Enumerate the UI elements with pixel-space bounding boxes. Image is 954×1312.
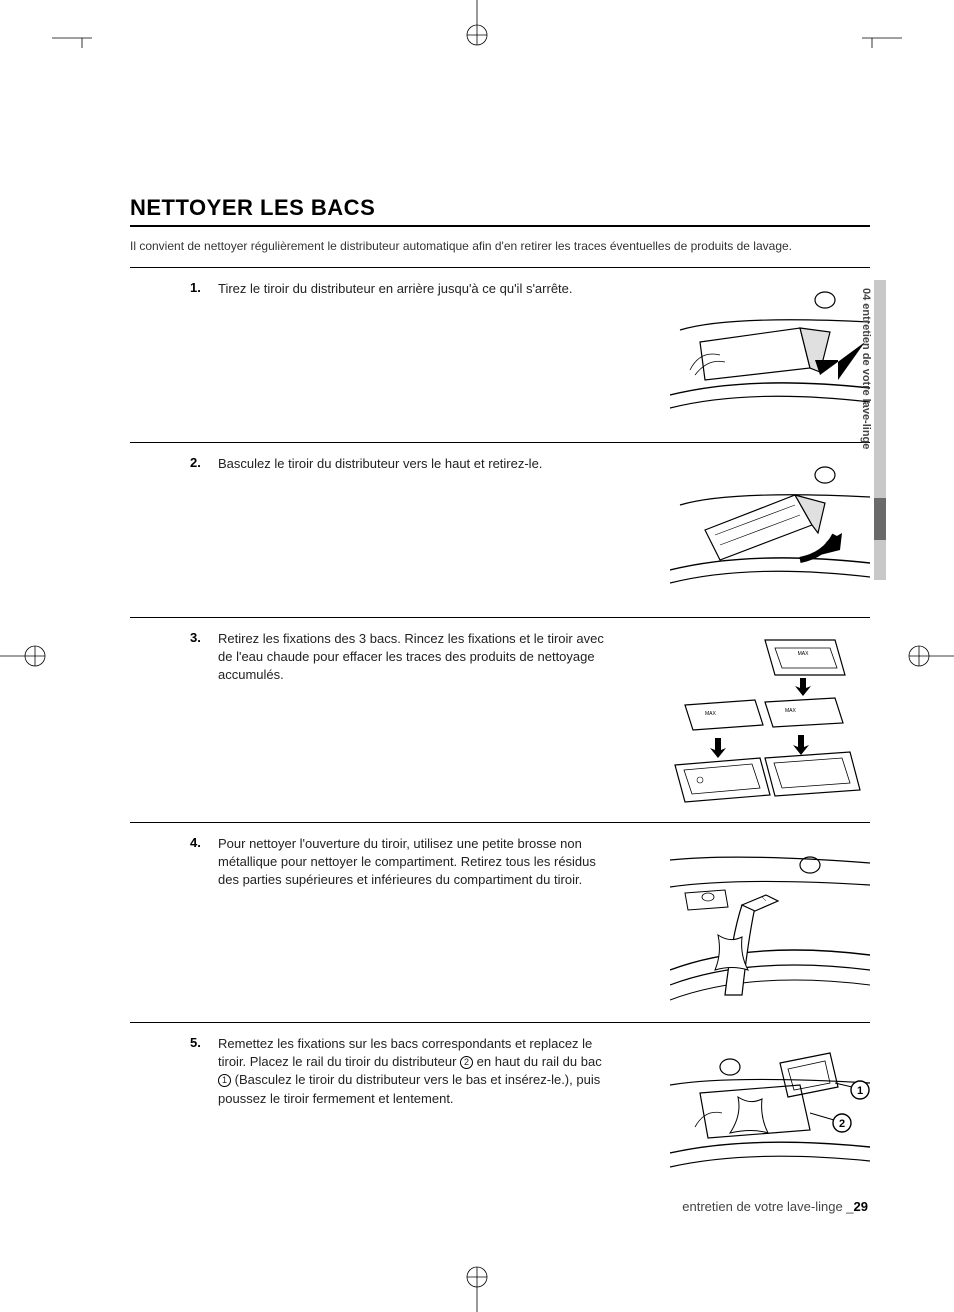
- step-number: 1.: [190, 280, 218, 295]
- circled-number-icon: 1: [218, 1074, 231, 1087]
- step-illustration: [670, 455, 870, 600]
- step-number: 4.: [190, 835, 218, 850]
- section-tab: 04 entretien de votre lave-linge: [864, 280, 886, 580]
- step-row: 5.Remettez les fixations sur les bacs co…: [130, 1023, 870, 1203]
- tab-label: 04 entretien de votre lave-linge: [860, 288, 872, 449]
- svg-text:MAX: MAX: [785, 708, 797, 714]
- page-content: NETTOYER LES BACS Il convient de nettoye…: [130, 195, 870, 1203]
- tab-indicator: [874, 498, 886, 540]
- step-row: 2.Basculez le tiroir du distributeur ver…: [130, 443, 870, 618]
- svg-text:MAX: MAX: [798, 651, 810, 657]
- page-number: 29: [854, 1199, 868, 1214]
- circled-number-icon: 2: [460, 1056, 473, 1069]
- intro-paragraph: Il convient de nettoyer régulièrement le…: [130, 239, 870, 253]
- step-text: Basculez le tiroir du distributeur vers …: [218, 455, 542, 473]
- step-row: 3.Retirez les fixations des 3 bacs. Rinc…: [130, 618, 870, 823]
- step-text: Pour nettoyer l'ouverture du tiroir, uti…: [218, 835, 618, 890]
- page-footer: entretien de votre lave-linge _29: [682, 1199, 868, 1214]
- crop-mark-bottom: [452, 1262, 502, 1312]
- crop-mark-right: [904, 631, 954, 681]
- section-heading: NETTOYER LES BACS: [130, 195, 870, 227]
- step-text: Tirez le tiroir du distributeur en arriè…: [218, 280, 573, 298]
- step-row: 1.Tirez le tiroir du distributeur en arr…: [130, 268, 870, 443]
- crop-mark-top: [452, 0, 502, 50]
- step-illustration-wrapper: [670, 835, 870, 1010]
- step-row: 4.Pour nettoyer l'ouverture du tiroir, u…: [130, 823, 870, 1023]
- step-illustration-wrapper: MAX MAX MAX: [670, 630, 870, 810]
- step-illustration-wrapper: [670, 455, 870, 605]
- step-illustration: [670, 280, 870, 425]
- step-illustration: [670, 835, 870, 1005]
- crop-mark-left: [0, 631, 50, 681]
- step-text: Remettez les fixations sur les bacs corr…: [218, 1035, 618, 1108]
- step-number: 3.: [190, 630, 218, 645]
- step-illustration-wrapper: 1 2: [670, 1035, 870, 1185]
- step-number: 2.: [190, 455, 218, 470]
- step-illustration: MAX MAX MAX: [670, 630, 870, 805]
- step-number: 5.: [190, 1035, 218, 1050]
- svg-text:MAX: MAX: [705, 711, 717, 717]
- crop-corner-tl: [52, 28, 92, 48]
- svg-text:2: 2: [839, 1118, 845, 1130]
- crop-corner-tr: [862, 28, 902, 48]
- footer-section-name: entretien de votre lave-linge _: [682, 1199, 853, 1214]
- step-illustration: 1 2: [670, 1035, 870, 1180]
- step-list: 1.Tirez le tiroir du distributeur en arr…: [130, 267, 870, 1203]
- step-illustration-wrapper: [670, 280, 870, 430]
- svg-text:1: 1: [857, 1085, 863, 1097]
- step-text: Retirez les fixations des 3 bacs. Rincez…: [218, 630, 618, 685]
